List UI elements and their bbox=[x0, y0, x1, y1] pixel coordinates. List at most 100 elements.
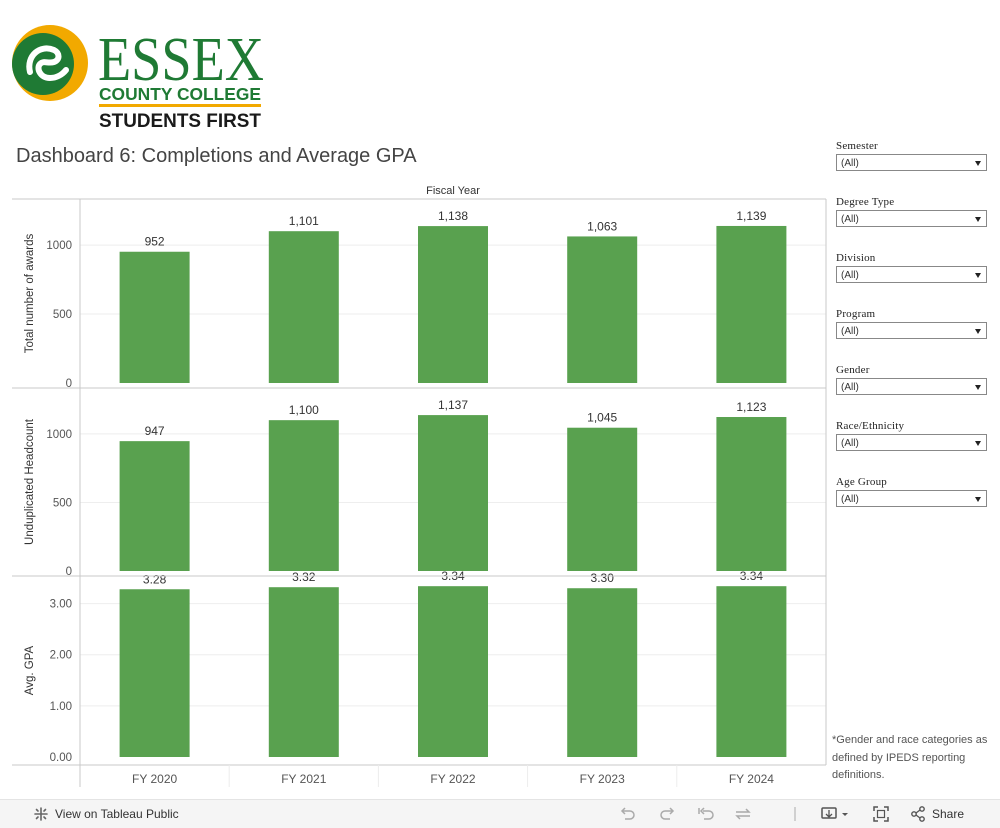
data-label: 1,137 bbox=[438, 398, 468, 412]
data-label: 952 bbox=[145, 235, 165, 249]
filter-gender: Gender (All) bbox=[836, 362, 988, 418]
filter-race-ethnicity: Race/Ethnicity (All) bbox=[836, 418, 988, 474]
toolbar-divider bbox=[794, 800, 796, 828]
download-icon bbox=[821, 807, 848, 819]
share-label: Share bbox=[932, 807, 965, 821]
y-tick-label: 0 bbox=[66, 378, 72, 390]
filter-label: Age Group bbox=[836, 476, 887, 488]
essex-county-college-logo: ESSEX COUNTY COLLEGE STUDENTS FIRST bbox=[12, 25, 264, 132]
logo-gold-rule bbox=[99, 104, 261, 107]
logo-wordmark: ESSEX bbox=[98, 26, 264, 94]
pause-updates-button[interactable] bbox=[733, 800, 757, 828]
bar bbox=[567, 588, 638, 757]
y-tick-label: 3.00 bbox=[50, 599, 72, 611]
dropdown-value: (All) bbox=[841, 438, 859, 449]
x-tick-label: FY 2021 bbox=[281, 772, 326, 786]
y-tick-label: 1.00 bbox=[50, 701, 72, 713]
bar bbox=[567, 427, 638, 571]
bar bbox=[418, 415, 488, 571]
fullscreen-button[interactable] bbox=[872, 800, 890, 828]
chevron-down-icon bbox=[975, 329, 981, 334]
bar bbox=[119, 441, 190, 571]
column-header-title: Fiscal Year bbox=[426, 185, 480, 197]
tableau-toolbar: View on Tableau Public Share bbox=[0, 799, 1000, 828]
chevron-down-icon bbox=[975, 273, 981, 278]
dashboard-title: Dashboard 6: Completions and Average GPA bbox=[16, 145, 417, 167]
division-dropdown[interactable]: (All) bbox=[836, 266, 987, 283]
filter-label: Race/Ethnicity bbox=[836, 420, 905, 432]
filter-label: Program bbox=[836, 308, 876, 320]
bar bbox=[418, 226, 488, 383]
filter-label: Degree Type bbox=[836, 196, 895, 208]
data-label: 1,045 bbox=[587, 411, 617, 425]
data-label: 1,100 bbox=[289, 403, 319, 417]
semester-dropdown[interactable]: (All) bbox=[836, 154, 987, 171]
fullscreen-icon bbox=[873, 806, 889, 822]
y-tick-label: 1000 bbox=[46, 429, 72, 441]
share-icon bbox=[911, 806, 925, 822]
bar bbox=[716, 225, 787, 383]
chevron-down-icon bbox=[975, 385, 981, 390]
logo-line2: STUDENTS FIRST bbox=[99, 111, 261, 132]
y-tick-label: 2.00 bbox=[50, 650, 72, 662]
logo-line1: COUNTY COLLEGE bbox=[99, 84, 261, 104]
program-dropdown[interactable]: (All) bbox=[836, 322, 987, 339]
y-tick-label: 500 bbox=[53, 309, 72, 321]
redo-button[interactable] bbox=[657, 800, 677, 828]
data-label: 3.30 bbox=[591, 571, 615, 585]
logo-e-swirl bbox=[26, 45, 69, 82]
view-on-tableau-public-link[interactable]: View on Tableau Public bbox=[32, 800, 179, 828]
chevron-down-icon bbox=[975, 217, 981, 222]
fiscal-year-chart: Fiscal Year 0 500 1000 Total number of award… bbox=[12, 185, 827, 787]
bar bbox=[119, 251, 190, 383]
redo-icon bbox=[660, 807, 675, 820]
y-axis-title: Unduplicated Headcount bbox=[24, 418, 36, 545]
race-ethnicity-dropdown[interactable]: (All) bbox=[836, 434, 987, 451]
bar bbox=[567, 236, 638, 383]
chevron-down-icon bbox=[975, 441, 981, 446]
data-label: 1,139 bbox=[736, 209, 766, 223]
undo-button[interactable] bbox=[618, 800, 638, 828]
download-button[interactable] bbox=[820, 800, 852, 828]
refresh-icon bbox=[735, 808, 751, 820]
divider-line bbox=[794, 807, 796, 821]
x-tick-label: FY 2023 bbox=[580, 772, 625, 786]
view-label: View on Tableau Public bbox=[55, 807, 179, 821]
data-label: 1,063 bbox=[587, 219, 617, 233]
chevron-down-icon bbox=[975, 161, 981, 166]
y-tick-label: 0 bbox=[66, 566, 72, 578]
filter-division: Division (All) bbox=[836, 250, 988, 306]
share-button[interactable]: Share bbox=[909, 800, 964, 828]
dropdown-value: (All) bbox=[841, 270, 859, 281]
y-axis-title: Avg. GPA bbox=[24, 645, 36, 695]
data-label: 1,123 bbox=[736, 400, 766, 414]
revert-icon bbox=[698, 807, 714, 820]
x-tick-label: FY 2022 bbox=[430, 772, 475, 786]
x-tick-label: FY 2020 bbox=[132, 772, 177, 786]
revert-button[interactable] bbox=[696, 800, 716, 828]
data-label: 3.32 bbox=[292, 570, 316, 584]
filter-label: Division bbox=[836, 252, 876, 264]
filter-age-group: Age Group (All) bbox=[836, 474, 988, 530]
data-label: 947 bbox=[145, 424, 165, 438]
data-label: 3.28 bbox=[143, 572, 167, 586]
degree-type-dropdown[interactable]: (All) bbox=[836, 210, 987, 227]
filter-panel: Semester (All) Degree Type (All) Divisio… bbox=[836, 138, 988, 530]
filter-degree-type: Degree Type (All) bbox=[836, 194, 988, 250]
x-tick-label: FY 2024 bbox=[729, 772, 774, 786]
bar bbox=[119, 589, 190, 757]
chevron-down-icon bbox=[975, 497, 981, 502]
undo-icon bbox=[620, 807, 635, 820]
data-label: 1,138 bbox=[438, 209, 468, 223]
bar bbox=[268, 587, 339, 757]
bar bbox=[418, 586, 488, 757]
y-tick-label: 0.00 bbox=[50, 752, 72, 764]
y-tick-label: 1000 bbox=[46, 240, 72, 252]
tableau-icon bbox=[34, 807, 48, 821]
y-tick-label: 500 bbox=[53, 497, 72, 509]
age-group-dropdown[interactable]: (All) bbox=[836, 490, 987, 507]
dropdown-value: (All) bbox=[841, 326, 859, 337]
bar bbox=[268, 420, 339, 571]
gender-dropdown[interactable]: (All) bbox=[836, 378, 987, 395]
filter-semester: Semester (All) bbox=[836, 138, 988, 194]
